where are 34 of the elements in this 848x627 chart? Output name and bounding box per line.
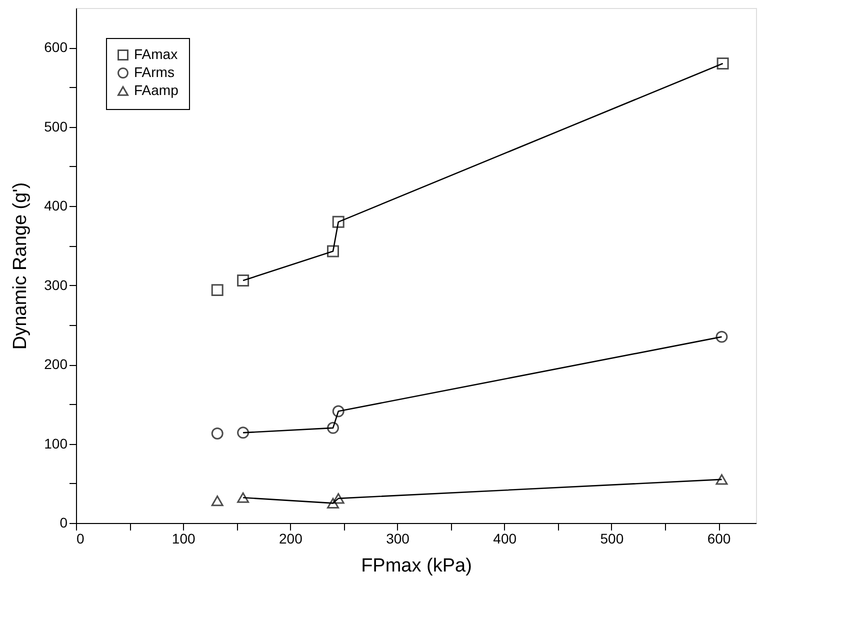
point [237,274,250,287]
point [716,474,728,485]
y-tick-label: 400 [44,198,68,214]
x-axis-title: FPmax (kPa) [361,556,472,576]
point [716,57,729,70]
y-tick-label: 0 [60,514,68,530]
point [327,245,339,258]
legend-label: FArms [134,64,174,80]
point [211,427,224,440]
point [332,216,344,228]
x-tick-label: 0 [76,530,84,546]
y-tick-label: 300 [44,276,68,293]
point [332,405,344,418]
x-tick-label: 300 [386,530,410,546]
x-tick-label: 100 [172,530,196,546]
legend-label: FAmax [134,46,178,62]
point [211,496,224,506]
legend-label: FAamp [134,82,179,98]
y-tick-label: 200 [44,356,68,372]
point [327,422,339,434]
y-tick-label: 600 [44,39,68,56]
x-tick-label: 400 [493,530,517,546]
point [327,498,339,508]
point [237,492,250,503]
point [332,493,344,504]
point [716,330,728,343]
point [237,426,250,439]
x-tick-label: 500 [600,530,624,546]
point [211,284,224,296]
y-tick-label: 500 [44,118,68,134]
x-tick-label: 600 [707,530,731,546]
x-tick-label: 200 [278,530,303,546]
y-axis-title: Dynamic Range (g') [10,182,32,350]
y-tick-label: 100 [44,435,68,452]
